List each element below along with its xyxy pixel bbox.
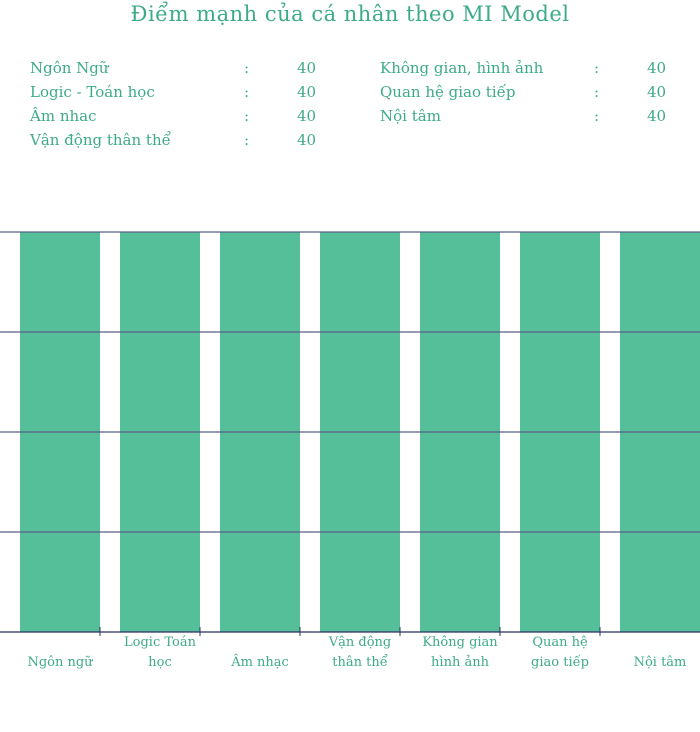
score-summary-left: Ngôn Ngữ : 40 Logic - Toán học : 40 Âm n… [30,58,320,154]
summary-score: 40 [647,59,667,77]
summary-row: Quan hệ giao tiếp : 40 [380,82,680,106]
summary-label: Không gian, hình ảnh [380,59,544,77]
summary-separator: : [244,107,250,125]
chart-title: Điểm mạnh của cá nhân theo MI Model [130,2,570,26]
x-tick-label: Logic Toán học [124,635,197,670]
summary-label: Vận động thân thể [30,131,171,149]
summary-score: 40 [647,83,667,101]
x-tick-label: Nội tâm [634,655,687,670]
x-tick-label: Không gian hình ảnh [422,635,498,670]
x-tick-label: Âm nhạc [230,654,289,670]
summary-label: Logic - Toán học [30,83,155,101]
summary-score: 40 [297,131,317,149]
summary-label: Nội tâm [380,107,441,125]
summary-label: Âm nhac [30,107,97,125]
summary-separator: : [594,107,600,125]
summary-score: 40 [297,83,317,101]
summary-row: Nội tâm : 40 [380,106,680,130]
x-tick-label: Vận động thân thể [328,635,392,670]
summary-label: Ngôn Ngữ [30,59,109,77]
summary-separator: : [244,131,250,149]
summary-separator: : [244,59,250,77]
summary-row: Không gian, hình ảnh : 40 [380,58,680,82]
x-tick-label: Ngôn ngữ [27,655,93,670]
summary-row: Ngôn Ngữ : 40 [30,58,320,82]
summary-score: 40 [297,107,317,125]
summary-label: Quan hệ giao tiếp [380,83,516,101]
summary-score: 40 [647,107,667,125]
summary-row: Âm nhac : 40 [30,106,320,130]
score-summary-right: Không gian, hình ảnh : 40 Quan hệ giao t… [380,58,680,130]
summary-separator: : [594,83,600,101]
summary-separator: : [244,83,250,101]
summary-row: Logic - Toán học : 40 [30,82,320,106]
x-tick-label: Quan hệ giao tiếp [531,635,589,670]
summary-score: 40 [297,59,317,77]
summary-row: Vận động thân thể : 40 [30,130,320,154]
summary-separator: : [594,59,600,77]
